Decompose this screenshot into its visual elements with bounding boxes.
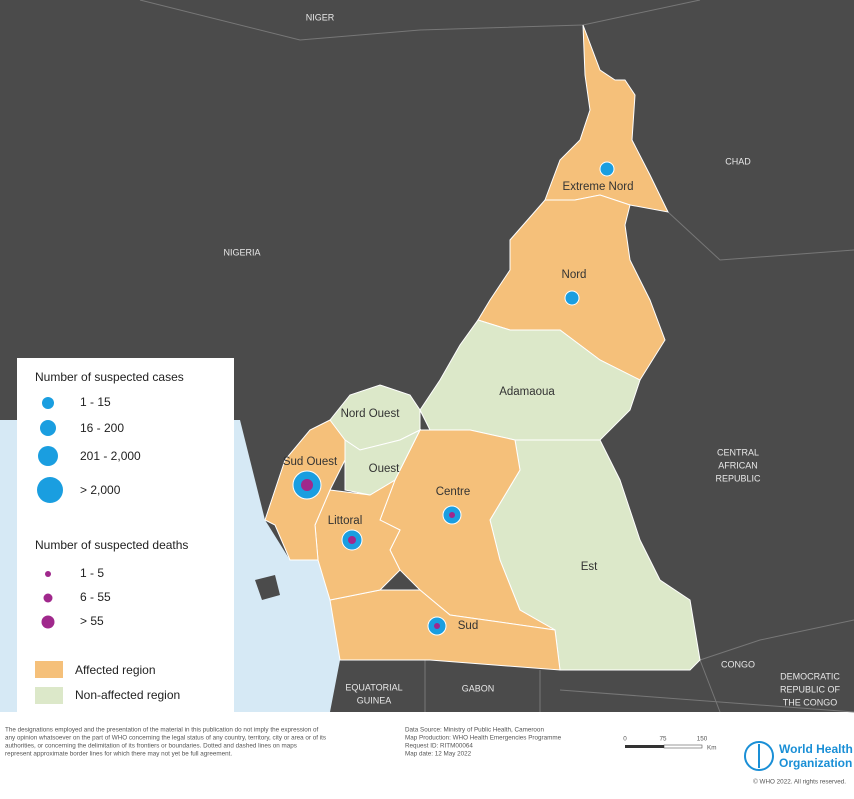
scale-label: 150 [697,736,708,743]
legend-label: Affected region [75,663,156,677]
region-label: Nord Ouest [341,408,401,420]
source: Map date: 12 May 2022 [405,751,472,758]
who-emblem [744,741,774,771]
legend-label: 1 - 15 [80,395,111,409]
legend-label: 16 - 200 [80,421,124,435]
source: Data Source: Ministry of Public Health, … [405,727,544,734]
country-label: EQUATORIAL [345,682,402,692]
who-name: World Health [779,742,853,756]
legend: Number of suspected cases 1 - 15 16 - 20… [17,358,234,712]
case-marker [564,290,580,306]
legend-symbol [38,446,58,466]
legend-box [17,358,234,712]
region-label: Sud Ouest [283,456,338,468]
country-label: GABON [462,683,495,693]
borders [139,0,854,713]
source: Map Production: WHO Health Emergencies P… [405,735,562,742]
copyright: © WHO 2022. All rights reserved. [753,778,846,786]
legend-symbol [42,397,54,409]
legend-symbol [40,420,56,436]
country-label: NIGER [306,12,335,22]
legend-title: Number of suspected deaths [35,538,188,552]
country-labels: NIGER CHAD NIGERIA CENTRAL AFRICAN REPUB… [223,12,840,707]
country-label: REPUBLIC [715,473,761,483]
region-label: Sud [458,620,478,632]
death-marker [348,536,356,544]
scale-label: 0 [623,736,627,743]
country-label: THE CONGO [783,697,838,707]
disclaimer: authorities, or concerning the delimitat… [5,743,297,750]
legend-symbol [43,593,53,603]
country-label: CENTRAL [717,447,759,457]
region-label: Ouest [369,463,400,475]
country-label: CHAD [725,156,751,166]
scale-bar [625,745,664,748]
death-marker [434,623,440,629]
region-label: Est [581,561,598,573]
legend-label: 1 - 5 [80,566,104,580]
region-label: Adamaoua [499,386,555,398]
legend-symbol [45,571,51,577]
country-label: GUINEA [357,695,392,705]
legend-label: 6 - 55 [80,590,111,604]
disclaimer: represent approximate border lines for w… [5,751,232,758]
scale-label: 75 [659,736,667,743]
island [255,575,280,600]
who-name: Organization [779,756,852,770]
region-labels: Extreme Nord Nord Adamaoua Nord Ouest Ou… [283,181,634,632]
legend-label: 201 - 2,000 [80,449,141,463]
legend-symbol [37,477,63,503]
legend-symbol [41,615,55,629]
death-marker [449,512,455,518]
scale-bar [663,744,703,749]
disclaimer: any opinion whatsoever on the part of WH… [5,735,326,742]
source: Request ID: RITM00064 [405,743,473,750]
country-label: REPUBLIC OF [780,684,841,694]
legend-swatch [35,661,63,678]
death-marker [301,479,313,491]
region [344,428,422,496]
case-marker [599,161,615,177]
legend-label: > 2,000 [80,483,121,497]
legend-title: Number of suspected cases [35,370,184,384]
region-label: Centre [436,486,471,498]
legend-label: Non-affected region [75,688,180,702]
region-label: Nord [562,269,587,281]
markers [292,161,615,636]
country-label: CONGO [721,659,755,669]
region-label: Extreme Nord [563,181,634,193]
country-label: DEMOCRATIC [780,671,840,681]
scale-label: Km [707,745,716,752]
legend-label: > 55 [80,614,104,628]
country-label: NIGERIA [223,247,260,257]
footer: The designations employed and the presen… [5,727,853,786]
region-label: Littoral [328,515,363,527]
legend-swatch [35,687,63,704]
disclaimer: The designations employed and the presen… [5,727,319,734]
country-label: AFRICAN [718,460,758,470]
